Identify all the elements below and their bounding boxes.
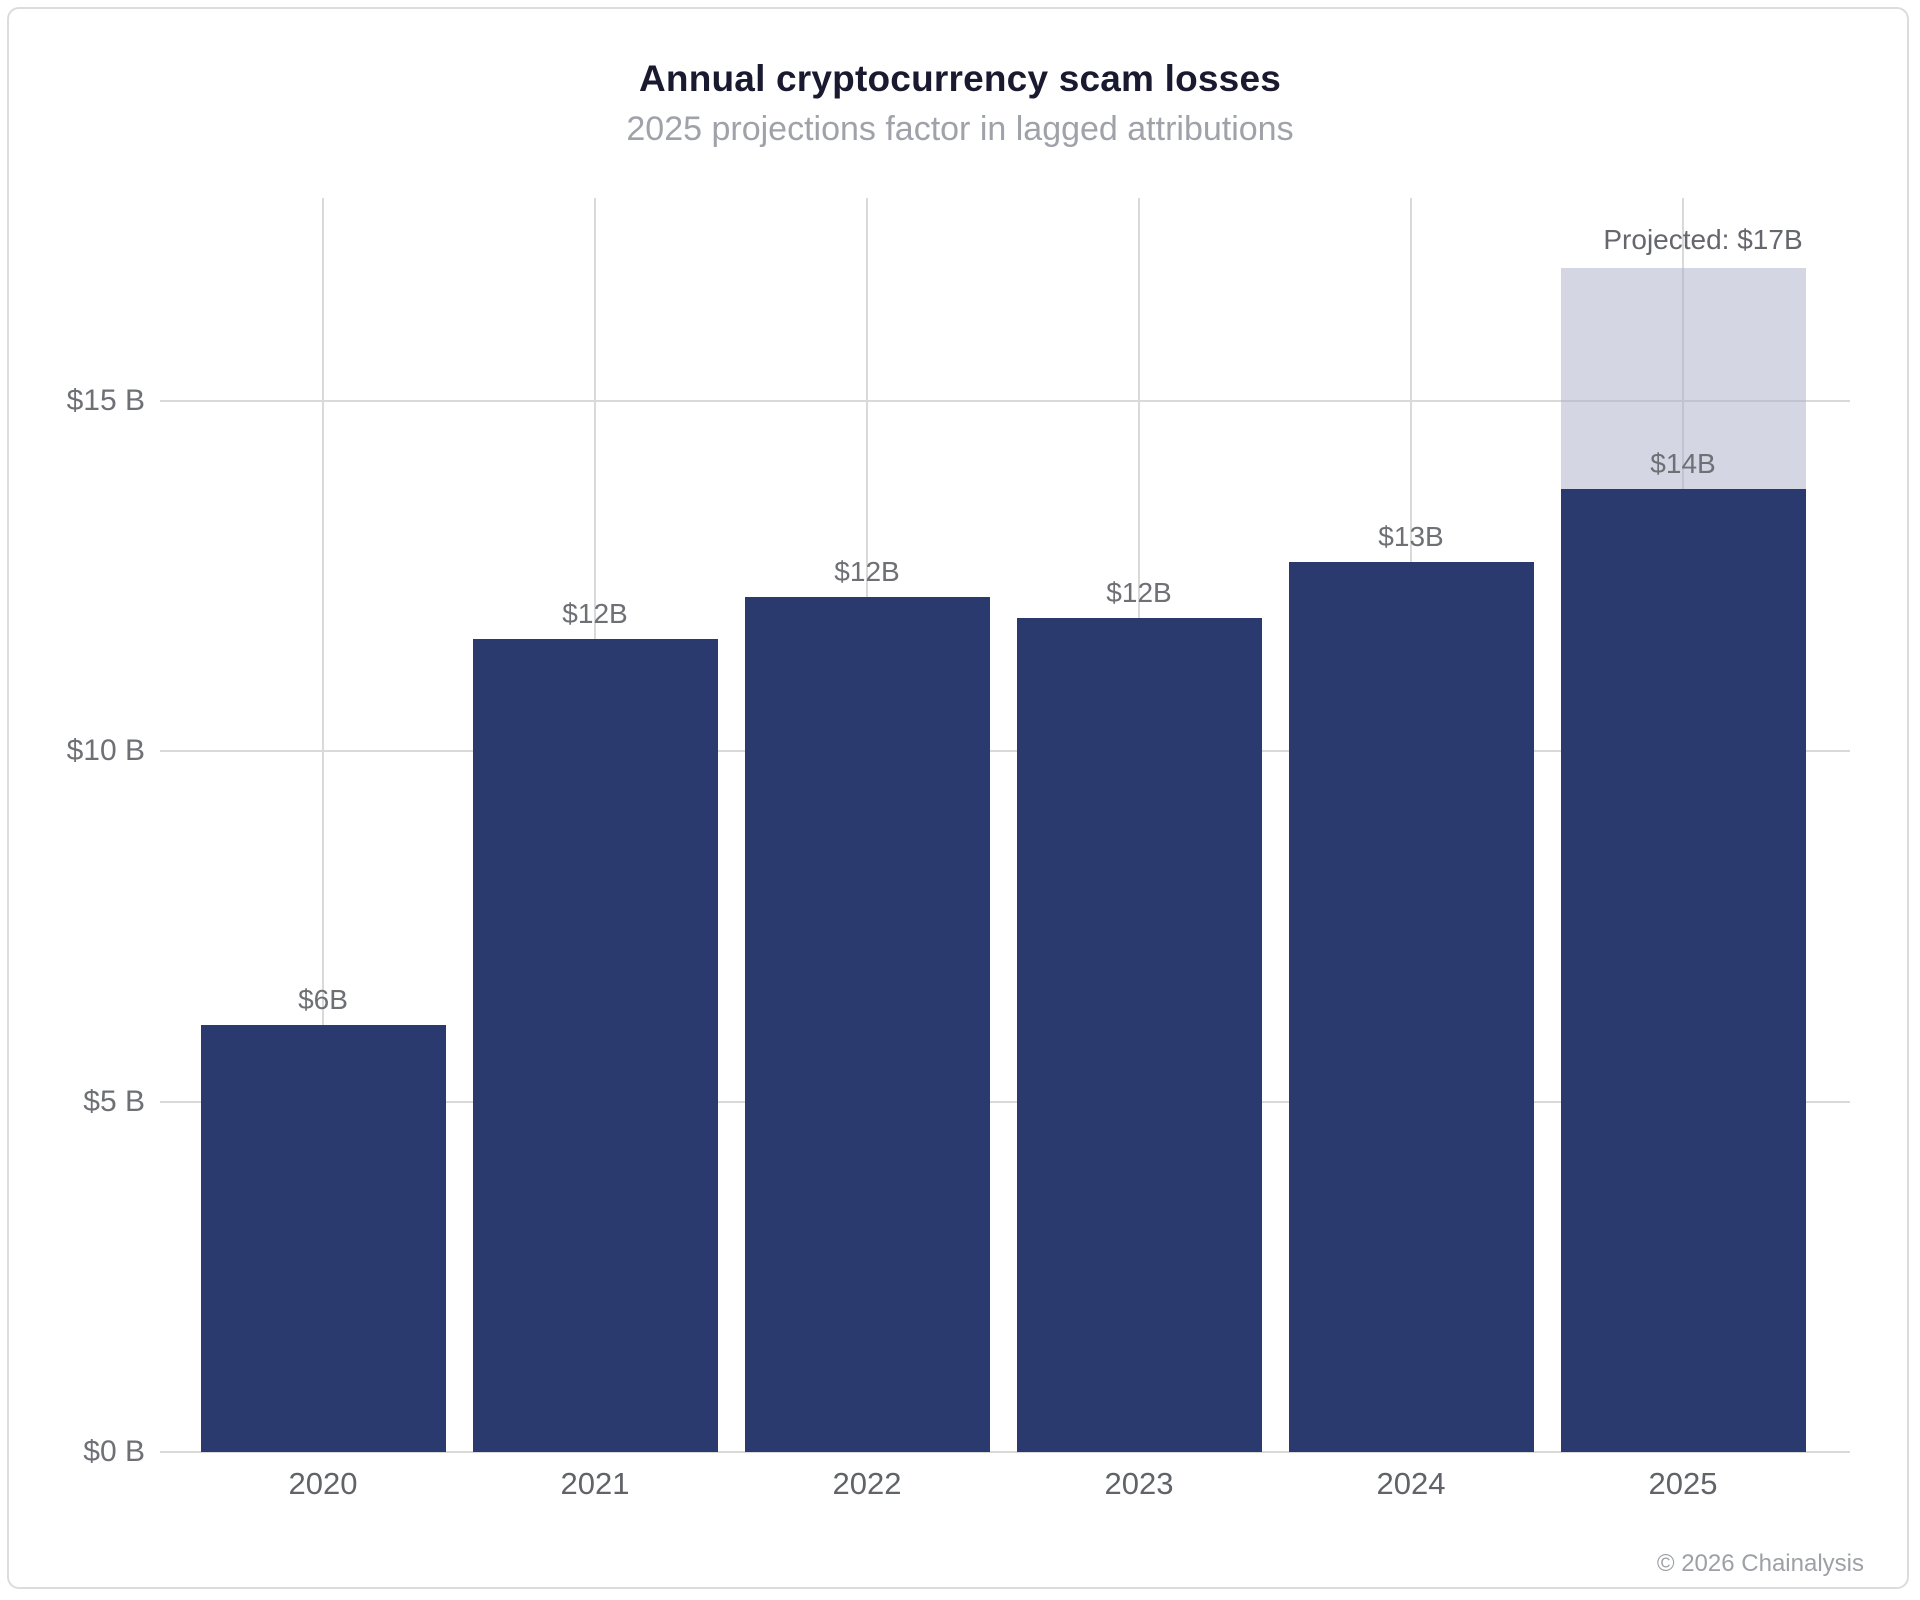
bar-value-label-2021: $12B	[562, 598, 628, 630]
bar-value-label-2022: $12B	[834, 556, 900, 588]
bar-value-label-2020: $6B	[298, 983, 348, 1015]
bar-2024	[1288, 562, 1534, 1452]
page-title: Annual cryptocurrency scam losses	[638, 58, 1282, 99]
page-subtitle: 2025 projections factor in lagged attrib…	[626, 110, 1294, 148]
x-tick-label-2021: 2021	[560, 1466, 630, 1501]
bar-value-label-2023: $12B	[1106, 577, 1172, 609]
bar-2020	[200, 1024, 446, 1452]
gridline-horizontal-0b	[160, 1451, 1850, 1453]
x-tick-label-2025: 2025	[1648, 1466, 1718, 1501]
bar-2021	[472, 639, 718, 1452]
projection-label: Projected: $17B	[1603, 224, 1803, 256]
gridline-horizontal-15b	[160, 400, 1850, 403]
x-tick-label-2020: 2020	[288, 1466, 358, 1501]
gridline-horizontal-10b	[160, 750, 1850, 753]
y-tick-label-0b: $0 B	[83, 1435, 145, 1468]
y-tick-label-15b: $15 B	[66, 384, 145, 418]
bar-2025-projected-segment	[1560, 268, 1806, 489]
x-tick-label-2022: 2022	[832, 1466, 902, 1501]
bar-value-label-2024: $13B	[1378, 521, 1444, 553]
y-tick-label-5b: $5 B	[83, 1084, 145, 1118]
copyright-text: © 2026 Chainalysis	[1656, 1550, 1864, 1577]
gridline-horizontal-5b	[160, 1100, 1850, 1103]
bar-2023	[1016, 618, 1262, 1452]
bar-2022	[744, 597, 990, 1452]
bar-2025	[1560, 488, 1806, 1452]
plot-area: $6B $12B $12B $12B $13B Projected: $17B $14B	[160, 198, 1850, 1453]
x-tick-label-2023: 2023	[1104, 1466, 1174, 1501]
y-tick-label-10b: $10 B	[66, 734, 145, 768]
x-tick-label-2024: 2024	[1376, 1466, 1446, 1501]
bar-value-label-2025: $14B	[1650, 447, 1716, 479]
gridline-vertical-2020	[322, 198, 324, 1452]
